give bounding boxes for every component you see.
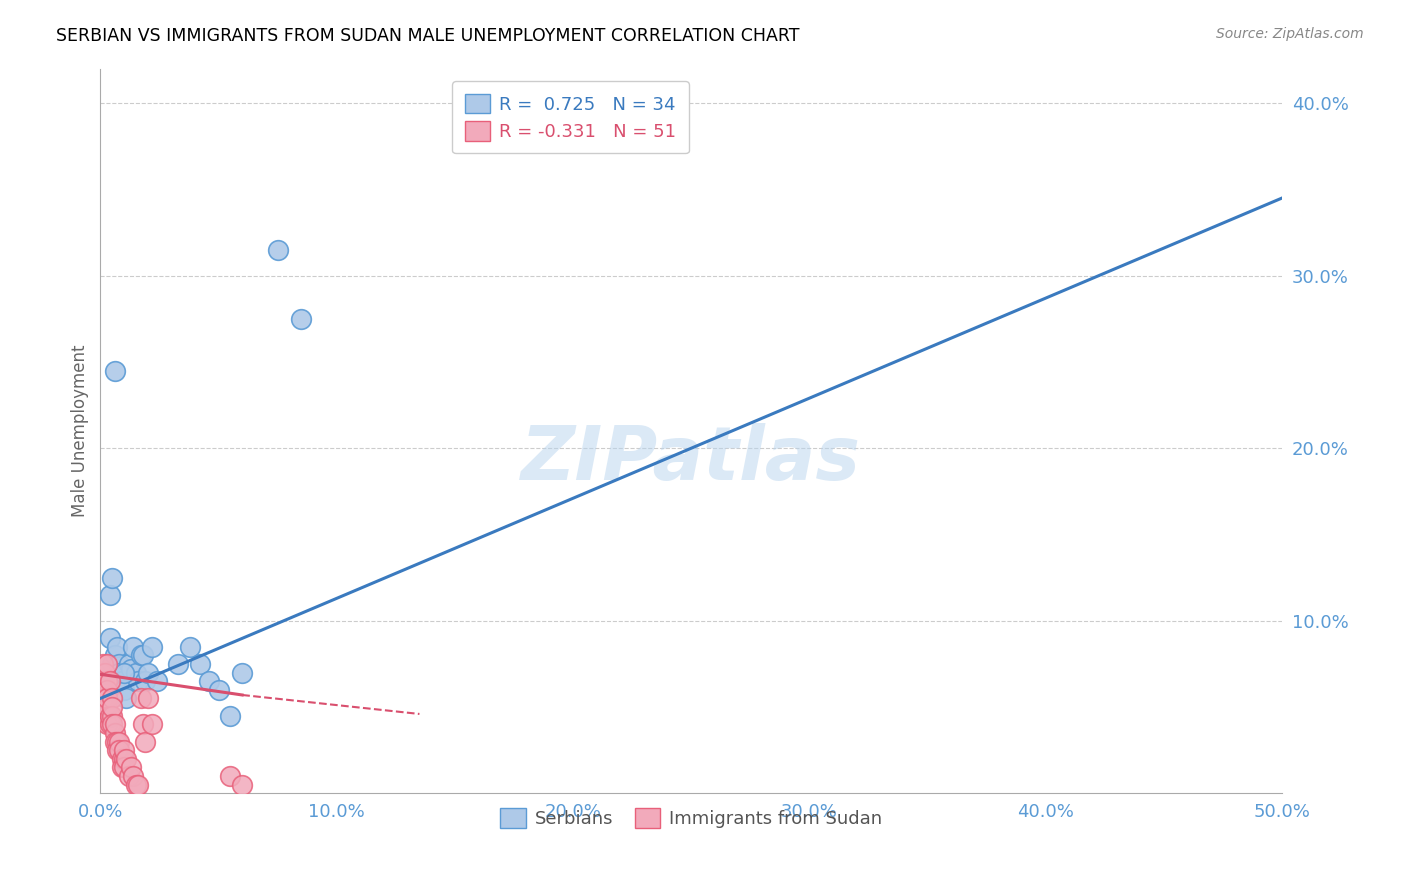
Point <box>112 760 135 774</box>
Point <box>112 682 135 697</box>
Point <box>91 691 114 706</box>
Point <box>266 243 288 257</box>
Point <box>118 657 141 671</box>
Point <box>115 691 138 706</box>
Text: SERBIAN VS IMMIGRANTS FROM SUDAN MALE UNEMPLOYMENT CORRELATION CHART: SERBIAN VS IMMIGRANTS FROM SUDAN MALE UN… <box>56 27 800 45</box>
Point <box>93 682 115 697</box>
Point <box>112 743 135 757</box>
Point <box>120 760 142 774</box>
Point <box>105 743 128 757</box>
Point <box>134 734 156 748</box>
Point <box>101 691 124 706</box>
Point <box>219 769 242 783</box>
Point <box>115 752 138 766</box>
Point <box>122 769 145 783</box>
Point <box>94 674 117 689</box>
Point <box>118 769 141 783</box>
Point <box>290 311 312 326</box>
Point <box>94 700 117 714</box>
Point <box>94 682 117 697</box>
Y-axis label: Male Unemployment: Male Unemployment <box>72 344 89 517</box>
Point <box>105 640 128 654</box>
Point <box>132 648 155 663</box>
Point <box>111 674 134 689</box>
Point <box>90 665 112 680</box>
Point <box>91 657 114 671</box>
Point <box>98 717 121 731</box>
Point <box>219 708 242 723</box>
Point <box>96 717 118 731</box>
Point <box>103 734 125 748</box>
Point <box>108 657 131 671</box>
Point <box>91 682 114 697</box>
Point <box>103 726 125 740</box>
Point <box>122 640 145 654</box>
Point <box>96 674 118 689</box>
Point <box>132 717 155 731</box>
Point <box>98 631 121 645</box>
Point <box>136 665 159 680</box>
Point <box>101 717 124 731</box>
Point <box>101 700 124 714</box>
Point <box>98 674 121 689</box>
Point <box>141 640 163 654</box>
Point <box>127 674 149 689</box>
Point <box>96 691 118 706</box>
Point <box>96 682 118 697</box>
Point <box>125 778 148 792</box>
Point <box>105 734 128 748</box>
Point <box>188 657 211 671</box>
Point <box>108 665 131 680</box>
Point <box>112 665 135 680</box>
Point <box>136 691 159 706</box>
Point <box>98 588 121 602</box>
Point <box>134 674 156 689</box>
Point <box>94 665 117 680</box>
Point <box>112 752 135 766</box>
Point <box>127 778 149 792</box>
Point <box>101 657 124 671</box>
Point <box>179 640 201 654</box>
Point <box>96 700 118 714</box>
Point <box>101 571 124 585</box>
Point <box>108 734 131 748</box>
Point <box>108 743 131 757</box>
Point <box>94 691 117 706</box>
Point <box>129 691 152 706</box>
Point <box>141 717 163 731</box>
Point <box>125 665 148 680</box>
Point <box>103 717 125 731</box>
Point <box>98 708 121 723</box>
Point <box>89 674 111 689</box>
Point <box>93 674 115 689</box>
Point <box>120 662 142 676</box>
Text: Source: ZipAtlas.com: Source: ZipAtlas.com <box>1216 27 1364 41</box>
Point <box>101 708 124 723</box>
Point <box>146 674 169 689</box>
Point <box>96 657 118 671</box>
Point <box>91 674 114 689</box>
Point <box>103 648 125 663</box>
Legend: Serbians, Immigrants from Sudan: Serbians, Immigrants from Sudan <box>494 801 890 835</box>
Point <box>111 760 134 774</box>
Point <box>129 648 152 663</box>
Point <box>103 363 125 377</box>
Text: ZIPatlas: ZIPatlas <box>522 424 862 497</box>
Point <box>198 674 221 689</box>
Point <box>111 752 134 766</box>
Point <box>231 778 253 792</box>
Point <box>167 657 190 671</box>
Point <box>207 682 229 697</box>
Point <box>94 691 117 706</box>
Point <box>231 665 253 680</box>
